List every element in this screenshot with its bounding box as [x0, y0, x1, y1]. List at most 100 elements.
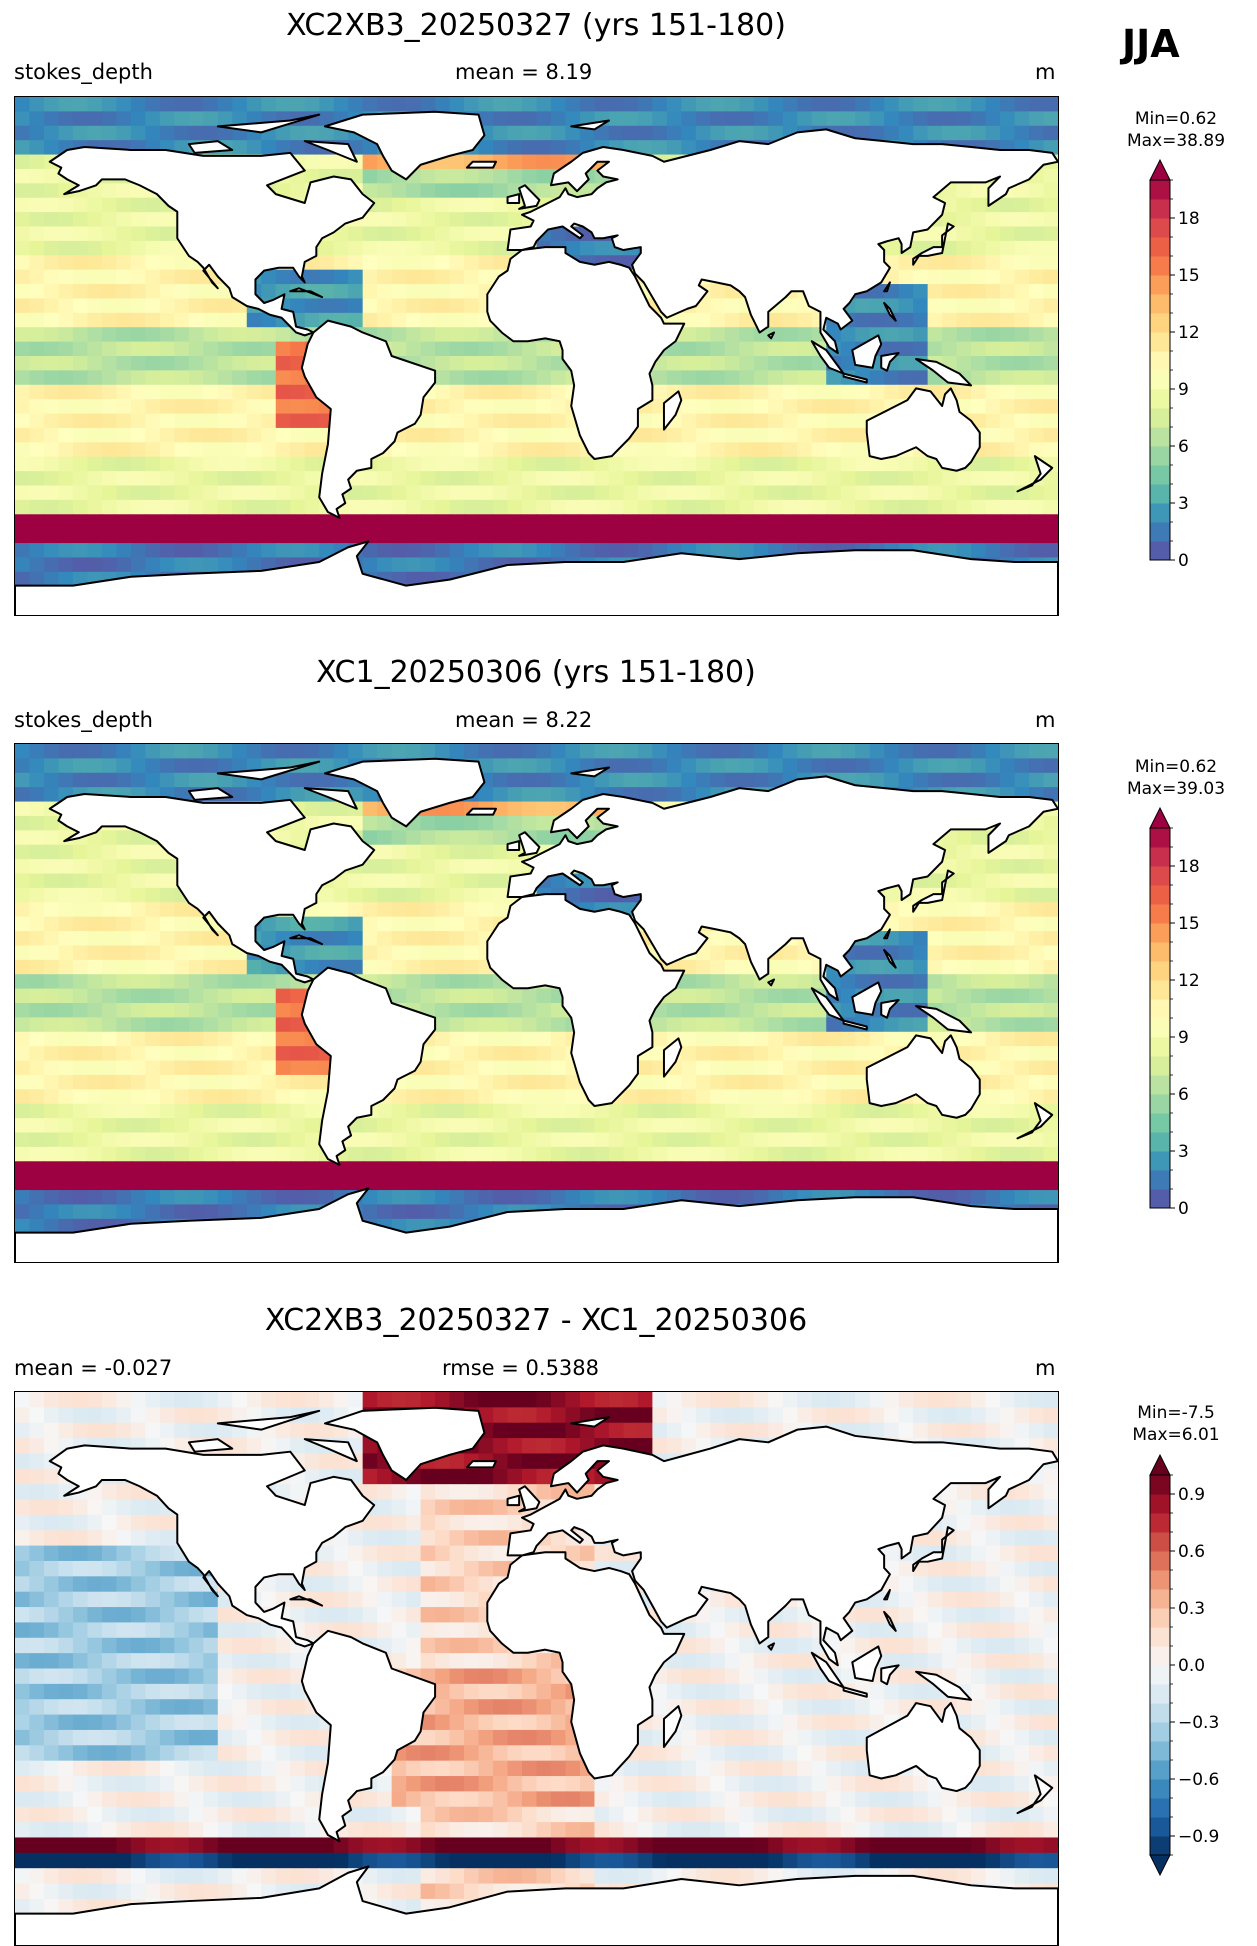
- ocean-cell: [87, 888, 102, 903]
- ocean-cell: [392, 1176, 407, 1191]
- ocean-cell: [565, 1161, 580, 1176]
- ocean-cell: [899, 486, 914, 501]
- ocean-cell: [247, 327, 262, 342]
- ocean-cell: [623, 1161, 638, 1176]
- ocean-cell: [739, 486, 754, 501]
- ocean-cell: [899, 989, 914, 1004]
- ocean-cell: [1000, 500, 1015, 515]
- ocean-cell: [508, 1003, 523, 1018]
- ocean-cell: [232, 514, 247, 529]
- ocean-cell: [160, 1176, 175, 1191]
- ocean-cell: [421, 1089, 436, 1104]
- ocean-cell: [667, 471, 682, 486]
- ocean-cell: [116, 255, 131, 270]
- ocean-cell: [1000, 874, 1015, 889]
- ocean-cell: [15, 1118, 30, 1133]
- ocean-cell: [957, 1003, 972, 1018]
- ocean-cell: [623, 126, 638, 141]
- ocean-cell: [145, 1089, 160, 1104]
- ocean-cell: [276, 471, 291, 486]
- ocean-cell: [1015, 241, 1030, 256]
- ocean-cell: [29, 543, 44, 558]
- ocean-cell: [435, 989, 450, 1004]
- colorbar-tick-label: 3: [1178, 494, 1189, 514]
- ocean-cell: [232, 1017, 247, 1032]
- ocean-cell: [131, 442, 146, 457]
- ocean-cell: [116, 1075, 131, 1090]
- ocean-cell: [131, 471, 146, 486]
- ocean-cell: [710, 773, 725, 788]
- ocean-cell: [348, 97, 363, 112]
- ocean-cell: [232, 414, 247, 429]
- ocean-cell: [406, 917, 421, 932]
- ocean-cell: [841, 1161, 856, 1176]
- ocean-cell: [435, 414, 450, 429]
- ocean-cell: [450, 960, 465, 975]
- ocean-cell: [464, 816, 479, 831]
- ocean-cell: [609, 97, 624, 112]
- ocean-cell: [841, 97, 856, 112]
- ocean-cell: [1029, 902, 1044, 917]
- ocean-cell: [971, 1176, 986, 1191]
- ocean-cell: [928, 255, 943, 270]
- ocean-cell: [623, 111, 638, 126]
- ocean-cell: [377, 212, 392, 227]
- ocean-cell: [971, 543, 986, 558]
- ocean-cell: [232, 356, 247, 371]
- ocean-cell: [421, 917, 436, 932]
- ocean-cell: [392, 313, 407, 328]
- ocean-cell: [884, 126, 899, 141]
- ocean-cell: [855, 1046, 870, 1061]
- ocean-cell: [522, 155, 537, 170]
- ocean-cell: [334, 1176, 349, 1191]
- ocean-cell: [102, 1032, 117, 1047]
- ocean-cell: [44, 140, 59, 155]
- ocean-cell: [174, 1046, 189, 1061]
- ocean-cell: [406, 97, 421, 112]
- ocean-cell: [841, 486, 856, 501]
- ocean-cell: [174, 514, 189, 529]
- ocean-cell: [464, 255, 479, 270]
- ocean-cell: [406, 486, 421, 501]
- ocean-cell: [247, 1104, 262, 1119]
- ocean-cell: [754, 111, 769, 126]
- colorbar-segment: [1150, 180, 1170, 200]
- ocean-cell: [131, 1089, 146, 1104]
- ocean-cell: [725, 529, 740, 544]
- ocean-cell: [971, 399, 986, 414]
- ocean-cell: [812, 385, 827, 400]
- ocean-cell: [696, 428, 711, 443]
- ocean-cell: [855, 471, 870, 486]
- ocean-cell: [189, 1176, 204, 1191]
- ocean-cell: [508, 486, 523, 501]
- ocean-cell: [464, 931, 479, 946]
- ocean-cell: [580, 1118, 595, 1133]
- ocean-cell: [377, 270, 392, 285]
- ocean-cell: [435, 399, 450, 414]
- ocean-cell: [870, 298, 885, 313]
- ocean-cell: [348, 529, 363, 544]
- ocean-cell: [826, 500, 841, 515]
- ocean-cell: [406, 298, 421, 313]
- ocean-cell: [44, 974, 59, 989]
- ocean-cell: [594, 888, 609, 903]
- ocean-cell: [696, 1032, 711, 1047]
- ocean-cell: [174, 773, 189, 788]
- ocean-cell: [87, 442, 102, 457]
- ocean-cell: [363, 155, 378, 170]
- ocean-cell: [464, 342, 479, 357]
- ocean-cell: [435, 471, 450, 486]
- ocean-cell: [73, 1104, 88, 1119]
- ocean-cell: [15, 313, 30, 328]
- ocean-cell: [652, 1161, 667, 1176]
- ocean-cell: [971, 1118, 986, 1133]
- ocean-cell: [450, 457, 465, 472]
- ocean-cell: [319, 97, 334, 112]
- ocean-cell: [450, 902, 465, 917]
- ocean-cell: [450, 888, 465, 903]
- ocean-cell: [232, 1032, 247, 1047]
- ocean-cell: [319, 902, 334, 917]
- ocean-cell: [261, 284, 276, 299]
- ocean-cell: [899, 111, 914, 126]
- ocean-cell: [145, 1075, 160, 1090]
